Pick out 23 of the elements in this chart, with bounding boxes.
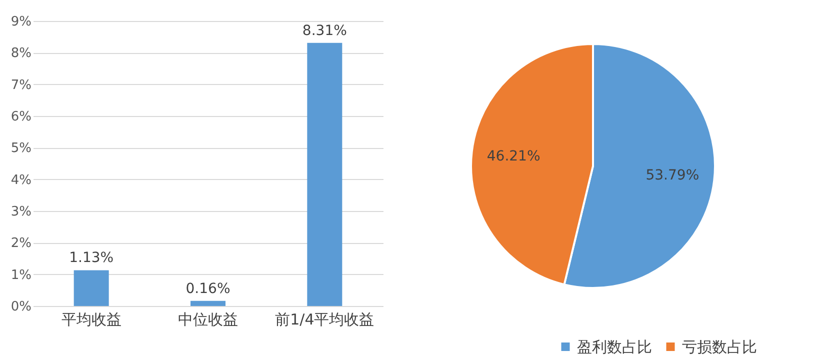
y-tick-label: 2% [10, 236, 32, 252]
x-tick-label: 平均收益 [61, 310, 122, 328]
data-label: 1.13% [69, 250, 114, 266]
data-label: 0.16% [186, 280, 230, 297]
data-label: 46.21% [486, 148, 540, 164]
y-tick-label: 4% [10, 172, 32, 188]
bar [307, 42, 342, 306]
data-label: 53.79% [646, 168, 700, 184]
legend-label: 盈利数占比 [577, 338, 652, 356]
legend-label: 亏损数占比 [682, 338, 757, 356]
y-tick-label: 3% [10, 204, 32, 220]
y-tick-label: 1% [10, 268, 32, 283]
y-tick-label: 8% [10, 46, 32, 62]
bar [74, 270, 109, 306]
y-tick-label: 6% [10, 110, 32, 124]
bar [190, 300, 226, 306]
x-tick-label: 前1/4平均收益 [275, 310, 374, 328]
y-tick-label: 9% [10, 14, 32, 30]
y-tick-label: 5% [10, 141, 32, 156]
y-tick-label: 0% [10, 300, 32, 314]
y-tick-label: 7% [10, 78, 32, 93]
x-tick-label: 中位收益 [178, 310, 238, 328]
data-label: 8.31% [302, 22, 347, 39]
